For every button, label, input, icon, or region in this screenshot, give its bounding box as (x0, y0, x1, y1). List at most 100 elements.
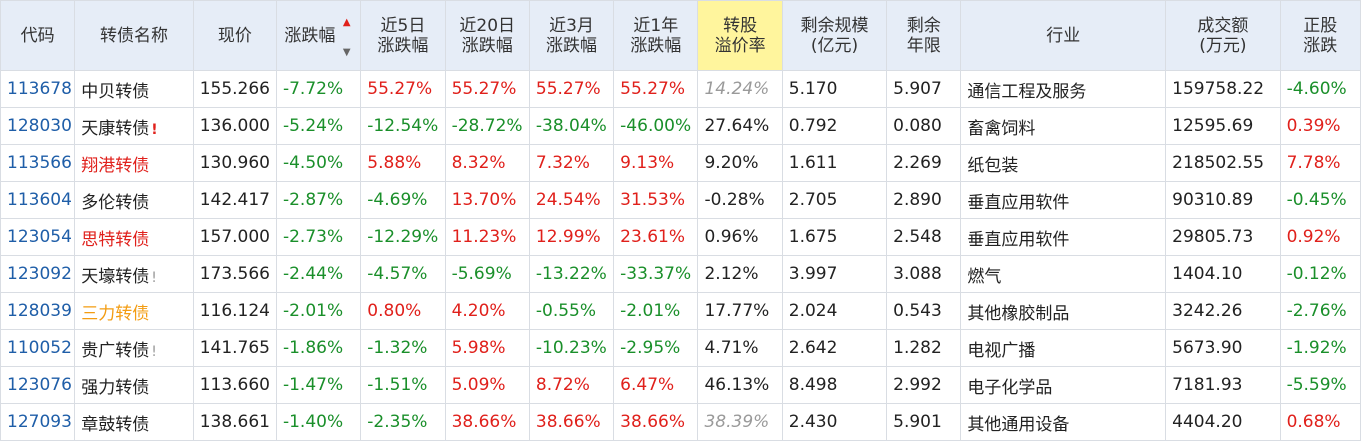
sort-down-icon: ▼ (342, 46, 351, 58)
table-row[interactable]: 113604 多伦转债 142.417 -2.87% -4.69% 13.70% 24.54… (0, 181, 1361, 219)
col-header-5d[interactable]: 近5日 涨跌幅 (360, 0, 446, 71)
sort-icon[interactable]: ▲ ▼ (343, 17, 353, 57)
bond-name-link[interactable]: 章鼓转债 (81, 414, 150, 435)
bond-code-link[interactable]: 123054 (7, 227, 72, 247)
cell-name: 中贝转债 (74, 70, 194, 108)
bond-name-link[interactable]: 天壕转债 (81, 266, 150, 287)
table-row[interactable]: 113678 中贝转债 155.266 -7.72% 55.27% 55.27% 55.27… (0, 70, 1361, 108)
col-header-industry[interactable]: 行业 (960, 0, 1167, 71)
cell-change: -2.87% (275, 181, 362, 219)
cell-name: 多伦转债 (74, 181, 194, 219)
cell-volume: 4404.20 (1165, 403, 1281, 441)
cell-change: -2.01% (275, 292, 362, 330)
cell-price: 116.124 (192, 292, 277, 330)
header-label-line2: 年限 (906, 35, 941, 56)
col-header-price[interactable]: 现价 (192, 0, 277, 71)
cell-scale: 8.498 (781, 366, 888, 404)
cell-industry: 纸包装 (960, 144, 1167, 182)
table-row[interactable]: 123054 思特转债 157.000 -2.73% -12.29% 11.23% 12.9… (0, 218, 1361, 256)
cell-value-premium: -0.28% (704, 190, 765, 210)
bond-code-link[interactable]: 113566 (7, 153, 72, 173)
table-row[interactable]: 128039 三力转债 116.124 -2.01% 0.80% 4.20% -0.55% -… (0, 292, 1361, 330)
bond-code-link[interactable]: 128030 (7, 116, 72, 136)
cell-premium: 38.39% (697, 403, 783, 441)
cell-premium: -0.28% (697, 181, 783, 219)
col-header-scale[interactable]: 剩余规模 (亿元) (781, 0, 888, 71)
cell-d20: 8.32% (444, 144, 530, 182)
bond-name-link[interactable]: 多伦转债 (81, 192, 150, 213)
cell-y1: 23.61% (613, 218, 699, 256)
table-row[interactable]: 123076 强力转债 113.660 -1.47% -1.51% 5.09% 8.72% 6… (0, 366, 1361, 404)
cell-industry: 畜禽饲料 (960, 107, 1167, 145)
cell-value-premium: 27.64% (704, 116, 770, 136)
cell-value-stock: 0.39% (1286, 116, 1341, 136)
cell-name: 强力转债 (74, 366, 194, 404)
cell-price: 130.960 (192, 144, 277, 182)
col-header-code[interactable]: 代码 (0, 0, 76, 71)
bond-code-link[interactable]: 128039 (7, 301, 72, 321)
col-header-name[interactable]: 转债名称 (74, 0, 194, 71)
cell-value-change: -2.73% (282, 227, 344, 247)
bond-name-link[interactable]: 天康转债 (81, 118, 150, 139)
cell-value-industry: 通信工程及服务 (967, 81, 1087, 102)
col-header-1y[interactable]: 近1年 涨跌幅 (613, 0, 699, 71)
bond-name-link[interactable]: 贵广转债 (81, 340, 150, 361)
cell-change: -2.73% (275, 218, 362, 256)
bond-name-link[interactable]: 三力转债 (81, 303, 150, 324)
bond-code-link[interactable]: 113678 (7, 79, 72, 99)
col-header-years[interactable]: 剩余 年限 (886, 0, 962, 71)
bond-code-link[interactable]: 127093 (7, 412, 72, 432)
cell-value-stock: -1.92% (1286, 338, 1347, 358)
cell-code: 113604 (0, 181, 76, 219)
cell-stock: -2.76% (1279, 292, 1361, 330)
bond-code-link[interactable]: 110052 (7, 338, 72, 358)
cell-name: 贵广转债! (74, 329, 194, 367)
cell-industry: 电子化学品 (960, 366, 1167, 404)
cell-value-d5: 0.80% (367, 301, 422, 321)
col-header-20d[interactable]: 近20日 涨跌幅 (444, 0, 530, 71)
bond-name-link[interactable]: 强力转债 (81, 377, 150, 398)
cell-value-scale: 2.024 (788, 301, 838, 321)
col-header-stock[interactable]: 正股 涨跌 (1279, 0, 1361, 71)
cell-value-y1: 9.13% (620, 153, 675, 173)
cell-m3: -10.23% (528, 329, 615, 367)
cell-value-y1: -33.37% (620, 264, 692, 284)
bond-code-link[interactable]: 123076 (7, 375, 72, 395)
col-header-3m[interactable]: 近3月 涨跌幅 (528, 0, 615, 71)
cell-scale: 1.611 (781, 144, 888, 182)
cell-code: 123076 (0, 366, 76, 404)
cell-price: 142.417 (192, 181, 277, 219)
cell-value-change: -5.24% (282, 116, 344, 136)
cell-change: -5.24% (275, 107, 362, 145)
col-header-volume[interactable]: 成交额 (万元) (1165, 0, 1281, 71)
cell-value-m3: -13.22% (535, 264, 607, 284)
cell-name: 思特转债 (74, 218, 194, 256)
cell-m3: 12.99% (528, 218, 615, 256)
cell-d5: -12.54% (360, 107, 446, 145)
cell-value-premium: 0.96% (704, 227, 759, 247)
cell-scale: 0.792 (781, 107, 888, 145)
cell-value-change: -1.47% (282, 375, 344, 395)
table-row[interactable]: 113566 翔港转债 130.960 -4.50% 5.88% 8.32% 7.32% 9.… (0, 144, 1361, 182)
bond-name-link[interactable]: 翔港转债 (81, 155, 150, 176)
cell-m3: -38.04% (528, 107, 615, 145)
cell-d20: 13.70% (444, 181, 530, 219)
table-row[interactable]: 123092 天壕转债! 173.566 -2.44% -4.57% -5.69% -13.… (0, 255, 1361, 293)
cell-value-m3: -10.23% (535, 338, 607, 358)
cell-value-industry: 垂直应用软件 (967, 192, 1070, 213)
col-header-premium[interactable]: 转股 溢价率 (697, 0, 783, 71)
bond-code-link[interactable]: 113604 (7, 190, 72, 210)
cell-years: 5.901 (886, 403, 962, 441)
cell-value-years: 5.901 (893, 412, 942, 432)
table-row[interactable]: 127093 章鼓转债 138.661 -1.40% -2.35% 38.66% 38.66… (0, 403, 1361, 441)
cell-stock: -4.60% (1279, 70, 1361, 108)
table-row[interactable]: 110052 贵广转债! 141.765 -1.86% -1.32% 5.98% -10.2… (0, 329, 1361, 367)
bond-code-link[interactable]: 123092 (7, 264, 72, 284)
table-row[interactable]: 128030 天康转债! 136.000 -5.24% -12.54% -28.72% -3… (0, 107, 1361, 145)
cell-value-volume: 159758.22 (1172, 79, 1265, 99)
cell-volume: 29805.73 (1165, 218, 1281, 256)
col-header-change[interactable]: 涨跌幅 ▲ ▼ (275, 0, 362, 71)
bond-name-link[interactable]: 中贝转债 (81, 81, 150, 102)
cell-value-d5: 5.88% (367, 153, 422, 173)
bond-name-link[interactable]: 思特转债 (81, 229, 150, 250)
